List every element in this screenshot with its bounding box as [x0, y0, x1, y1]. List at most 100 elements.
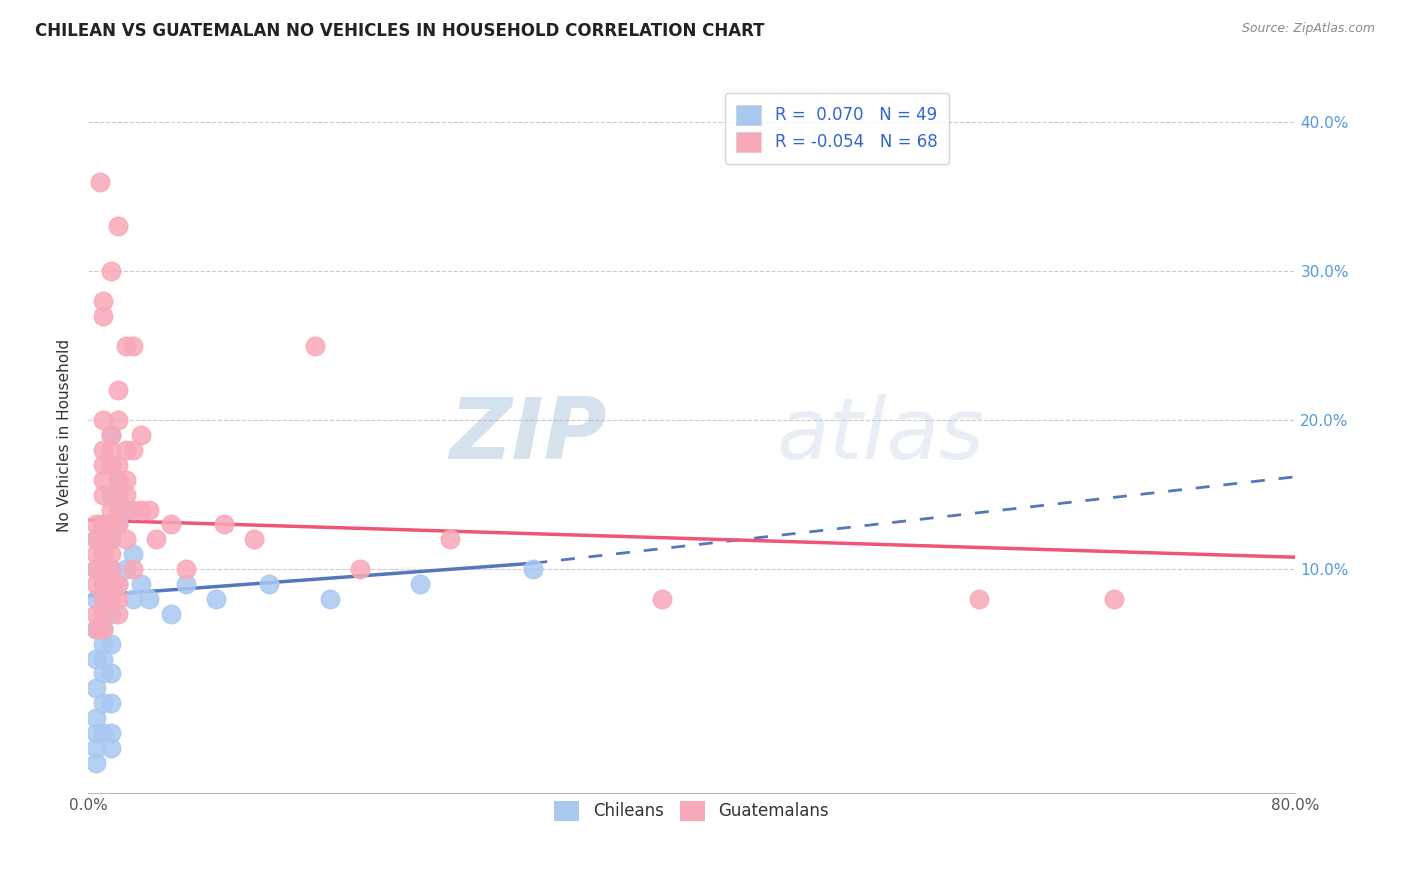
Point	[100, 607, 122, 621]
Point	[349, 562, 371, 576]
Point	[107, 219, 129, 234]
Point	[257, 577, 280, 591]
Point	[160, 607, 183, 621]
Point	[174, 577, 197, 591]
Text: Source: ZipAtlas.com: Source: ZipAtlas.com	[1241, 22, 1375, 36]
Point	[107, 502, 129, 516]
Point	[129, 502, 152, 516]
Point	[91, 577, 114, 591]
Point	[100, 696, 122, 710]
Point	[115, 473, 138, 487]
Point	[91, 442, 114, 457]
Point	[100, 442, 122, 457]
Point	[91, 458, 114, 472]
Point	[100, 517, 122, 532]
Point	[107, 577, 129, 591]
Point	[115, 442, 138, 457]
Point	[174, 562, 197, 576]
Point	[100, 264, 122, 278]
Point	[129, 428, 152, 442]
Point	[107, 607, 129, 621]
Point	[84, 651, 107, 665]
Point	[91, 607, 114, 621]
Point	[100, 502, 122, 516]
Point	[84, 562, 107, 576]
Point	[91, 726, 114, 740]
Point	[91, 637, 114, 651]
Text: CHILEAN VS GUATEMALAN NO VEHICLES IN HOUSEHOLD CORRELATION CHART: CHILEAN VS GUATEMALAN NO VEHICLES IN HOU…	[35, 22, 765, 40]
Point	[129, 577, 152, 591]
Point	[84, 726, 107, 740]
Point	[91, 562, 114, 576]
Point	[91, 517, 114, 532]
Point	[84, 533, 107, 547]
Point	[138, 502, 160, 516]
Point	[91, 517, 114, 532]
Point	[84, 756, 107, 770]
Point	[107, 473, 129, 487]
Point	[122, 442, 145, 457]
Point	[205, 591, 228, 606]
Point	[100, 547, 122, 561]
Point	[145, 533, 167, 547]
Point	[100, 577, 122, 591]
Legend: Chileans, Guatemalans: Chileans, Guatemalans	[541, 788, 842, 834]
Point	[115, 488, 138, 502]
Point	[100, 666, 122, 681]
Point	[84, 622, 107, 636]
Point	[107, 488, 129, 502]
Point	[967, 591, 990, 606]
Point	[100, 562, 122, 576]
Point	[100, 577, 122, 591]
Point	[91, 622, 114, 636]
Point	[243, 533, 266, 547]
Point	[138, 591, 160, 606]
Point	[100, 428, 122, 442]
Point	[91, 547, 114, 561]
Point	[100, 741, 122, 756]
Point	[100, 533, 122, 547]
Point	[115, 562, 138, 576]
Point	[91, 473, 114, 487]
Point	[100, 533, 122, 547]
Point	[212, 517, 235, 532]
Point	[91, 666, 114, 681]
Point	[84, 562, 107, 576]
Point	[100, 517, 122, 532]
Point	[84, 577, 107, 591]
Point	[107, 517, 129, 532]
Point	[100, 637, 122, 651]
Point	[84, 741, 107, 756]
Point	[84, 517, 107, 532]
Point	[84, 591, 107, 606]
Point	[107, 458, 129, 472]
Point	[107, 591, 129, 606]
Point	[107, 577, 129, 591]
Point	[91, 607, 114, 621]
Point	[122, 562, 145, 576]
Point	[122, 338, 145, 352]
Point	[100, 488, 122, 502]
Point	[122, 591, 145, 606]
Point	[107, 413, 129, 427]
Text: ZIP: ZIP	[450, 393, 607, 476]
Y-axis label: No Vehicles in Household: No Vehicles in Household	[58, 338, 72, 532]
Point	[84, 533, 107, 547]
Point	[91, 309, 114, 323]
Point	[107, 517, 129, 532]
Point	[107, 384, 129, 398]
Point	[84, 607, 107, 621]
Point	[91, 651, 114, 665]
Point	[439, 533, 461, 547]
Point	[84, 711, 107, 725]
Point	[91, 622, 114, 636]
Point	[651, 591, 673, 606]
Point	[100, 562, 122, 576]
Point	[100, 591, 122, 606]
Point	[91, 696, 114, 710]
Point	[91, 533, 114, 547]
Point	[522, 562, 544, 576]
Point	[115, 533, 138, 547]
Point	[91, 591, 114, 606]
Point	[122, 502, 145, 516]
